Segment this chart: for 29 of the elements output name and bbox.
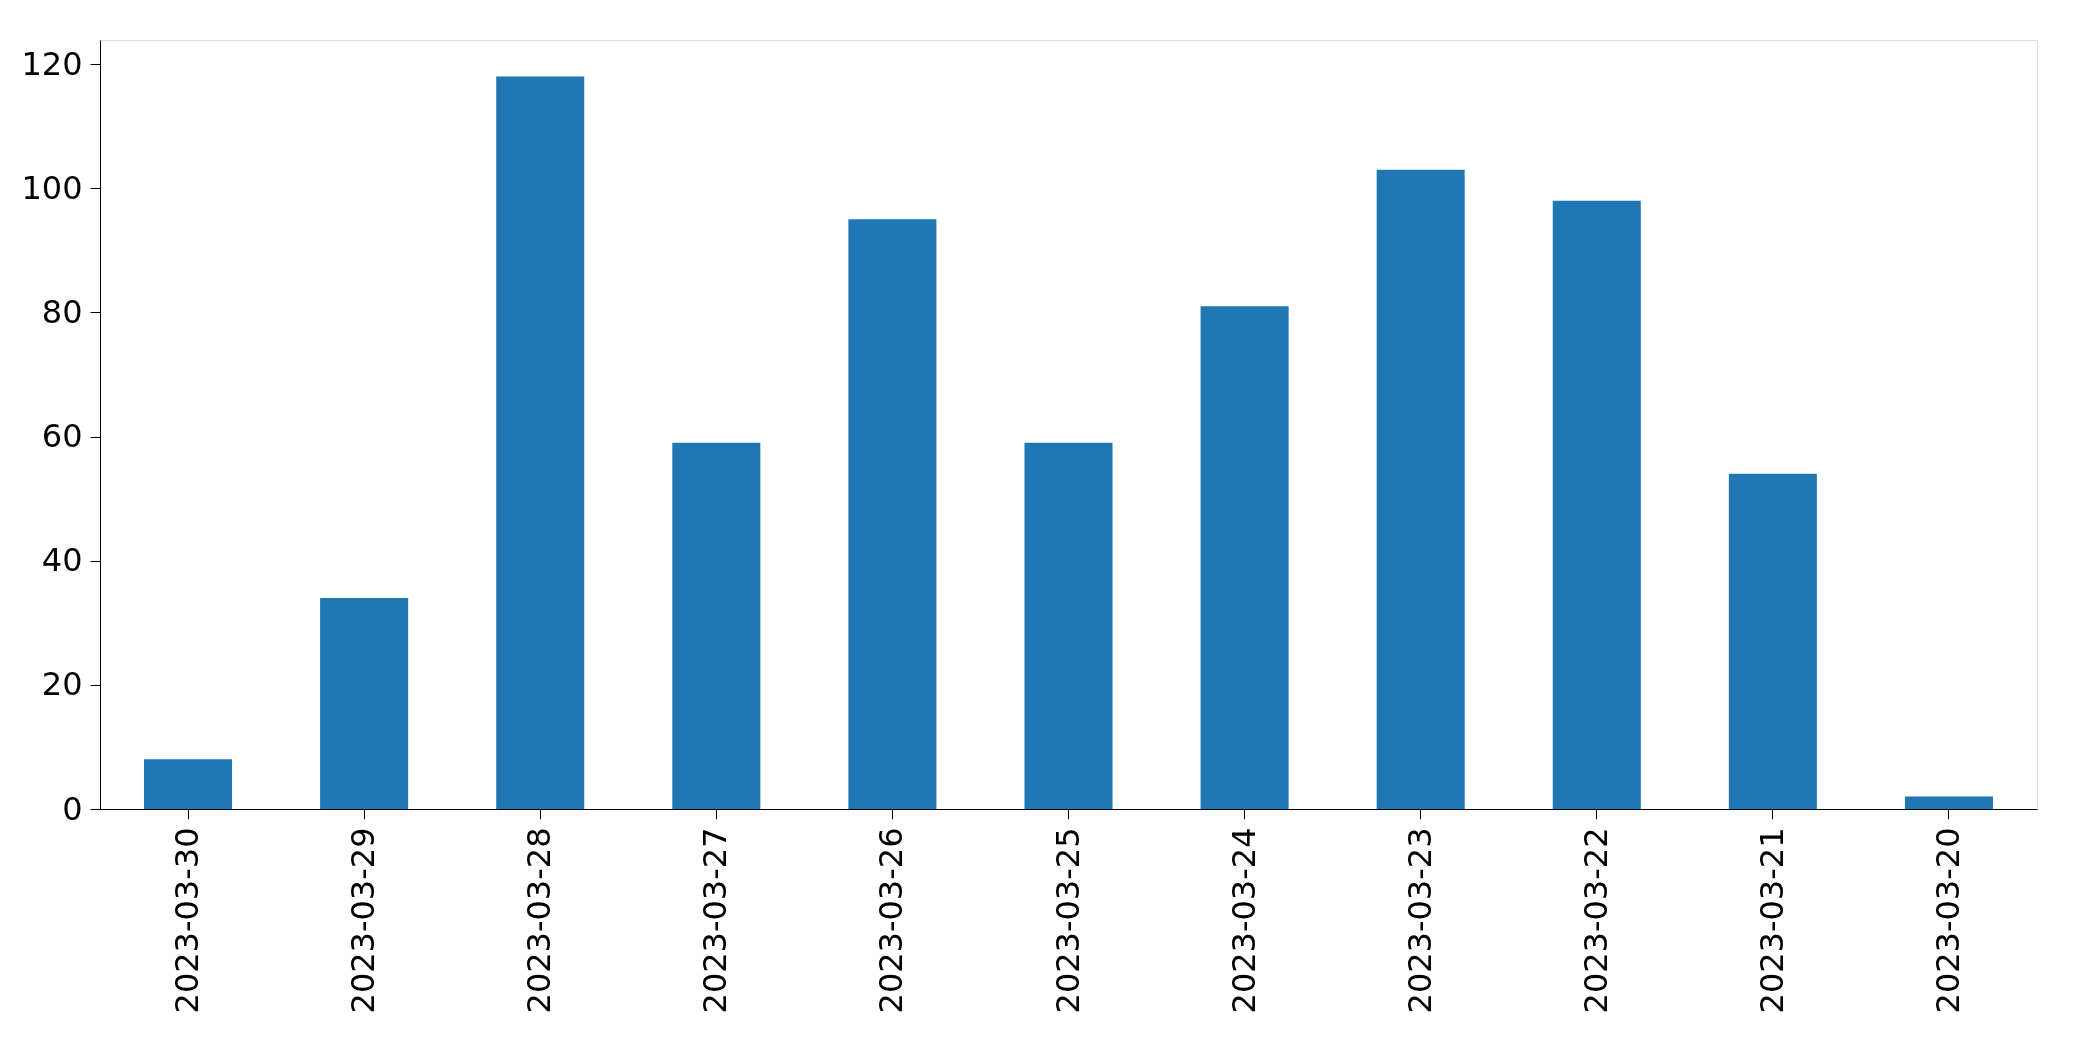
x-tick-label: 2023-03-24 (1224, 827, 1263, 1014)
y-tick-label: 0 (62, 789, 83, 828)
bar (1728, 473, 1817, 809)
bar (848, 219, 937, 809)
x-tick-label: 2023-03-27 (696, 827, 735, 1014)
y-tick-label: 60 (41, 417, 83, 456)
x-tick-label: 2023-03-30 (168, 827, 207, 1014)
x-tick-label: 2023-03-20 (1928, 827, 1967, 1014)
y-tick-label: 40 (41, 541, 83, 580)
x-tick-label: 2023-03-21 (1752, 827, 1791, 1014)
x-tick-label: 2023-03-28 (520, 827, 559, 1014)
x-tick-label: 2023-03-26 (872, 827, 911, 1014)
bar (144, 759, 233, 809)
bar (672, 442, 761, 809)
bar (1552, 200, 1641, 809)
y-tick-label: 20 (41, 665, 83, 704)
y-tick-label: 120 (21, 44, 83, 83)
bar (496, 76, 585, 809)
x-tick-label: 2023-03-29 (344, 827, 383, 1014)
bar (1904, 796, 1993, 809)
y-tick-label: 100 (21, 168, 83, 207)
bar (320, 597, 409, 809)
x-tick-label: 2023-03-25 (1048, 827, 1087, 1014)
bar (1024, 442, 1113, 809)
y-tick-label: 80 (41, 292, 83, 331)
bar (1376, 169, 1465, 809)
x-tick-label: 2023-03-22 (1576, 827, 1615, 1014)
x-tick-label: 2023-03-23 (1400, 827, 1439, 1014)
bar (1200, 306, 1289, 809)
